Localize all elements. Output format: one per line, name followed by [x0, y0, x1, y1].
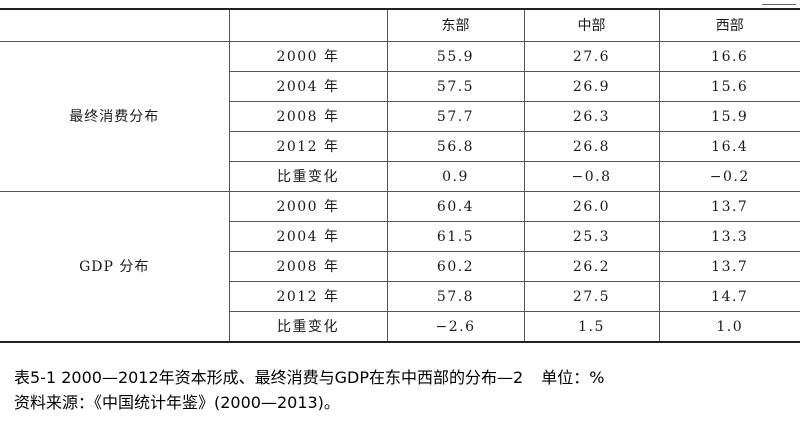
cell-east: 57.5 — [386, 71, 525, 102]
row-year: 2000 年 — [228, 191, 388, 222]
cell-east: 55.9 — [386, 41, 525, 72]
cell-east: 56.8 — [386, 131, 525, 162]
cell-central: 26.9 — [523, 71, 660, 102]
row-year: 2000 年 — [228, 41, 388, 72]
caption-unit: 单位：% — [541, 368, 605, 387]
cell-east: 61.5 — [386, 221, 525, 252]
row-change-label: 比重变化 — [229, 311, 388, 343]
cell-central: 27.5 — [523, 281, 660, 312]
column-header-west: 西部 — [658, 8, 800, 42]
table-caption: 表5-1 2000—2012年资本形成、最终消费与GDP在东中西部的分布—2 单位… — [14, 367, 604, 389]
row-year: 2008 年 — [229, 101, 388, 132]
caption-title: 表5-1 2000—2012年资本形成、最终消费与GDP在东中西部的分布—2 — [14, 368, 524, 387]
table-header-row: 东部 中部 西部 — [0, 8, 800, 42]
header-blank-cell — [0, 8, 230, 42]
row-year: 2004 年 — [229, 71, 388, 102]
data-source-note: 资料来源：《中国统计年鉴》(2000—2013)。 — [14, 393, 340, 412]
cell-central: 27.6 — [523, 41, 660, 72]
cell-west: 13.3 — [658, 221, 800, 252]
page-edge-mark — [762, 0, 796, 5]
group-label-gdp: GDP 分布 — [0, 191, 230, 343]
cell-central: 26.8 — [523, 131, 660, 162]
cell-east: 0.9 — [386, 161, 525, 192]
cell-west: 1.0 — [658, 311, 800, 343]
cell-central: 26.0 — [523, 191, 660, 222]
header-blank-cell — [228, 8, 388, 42]
row-change-label: 比重变化 — [229, 161, 388, 192]
table-row: 比重变化 −2.6 1.5 1.0 — [0, 311, 800, 343]
cell-central: 26.3 — [523, 101, 660, 132]
table-row: 比重变化 0.9 −0.8 −0.2 — [0, 161, 800, 192]
cell-east: 57.7 — [386, 101, 525, 132]
cell-west: 14.7 — [658, 281, 800, 312]
group-label-consumption: 最终消费分布 — [0, 41, 230, 192]
row-year: 2012 年 — [229, 131, 388, 162]
table-row: 2012 年 56.8 26.8 16.4 — [0, 131, 800, 162]
cell-west: 15.9 — [658, 101, 800, 132]
column-header-central: 中部 — [523, 8, 660, 42]
cell-east: 60.2 — [386, 251, 525, 282]
column-header-east: 东部 — [386, 8, 525, 42]
row-year: 2008 年 — [229, 251, 388, 282]
cell-east: 60.4 — [386, 191, 525, 222]
distribution-table: 东部 中部 西部 最终消费分布 2000 年 55.9 27.6 16.6 20… — [0, 8, 800, 343]
cell-central: 1.5 — [523, 311, 660, 343]
cell-west: 13.7 — [658, 251, 800, 282]
cell-west: −0.2 — [658, 161, 800, 192]
row-year: 2012 年 — [229, 281, 388, 312]
cell-west: 13.7 — [658, 191, 800, 222]
table-row: 最终消费分布 2000 年 55.9 27.6 16.6 — [0, 41, 800, 192]
cell-west: 15.6 — [658, 71, 800, 102]
cell-east: 57.8 — [386, 281, 525, 312]
cell-east: −2.6 — [386, 311, 525, 343]
cell-central: 26.2 — [523, 251, 660, 282]
table-row: 2012 年 57.8 27.5 14.7 — [0, 281, 800, 312]
cell-west: 16.4 — [658, 131, 800, 162]
table-row: GDP 分布 2000 年 60.4 26.0 13.7 — [0, 191, 800, 343]
cell-central: −0.8 — [523, 161, 660, 192]
cell-west: 16.6 — [658, 41, 800, 72]
cell-central: 25.3 — [523, 221, 660, 252]
row-year: 2004 年 — [229, 221, 388, 252]
table-row: 2004 年 61.5 25.3 13.3 — [0, 221, 800, 252]
table-row: 2008 年 57.7 26.3 15.9 — [0, 101, 800, 132]
